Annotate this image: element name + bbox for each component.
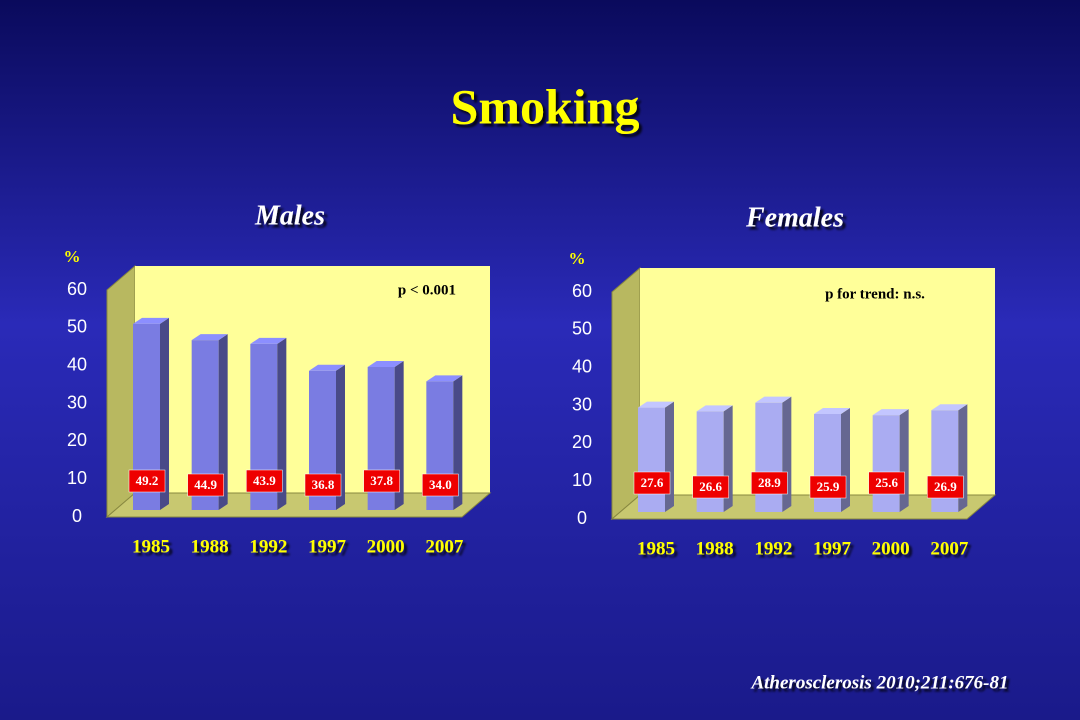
bar-side [782, 396, 792, 512]
bar [638, 401, 674, 512]
x-tick-label: 2000 [367, 536, 405, 557]
y-axis-label: % [64, 247, 81, 266]
citation: Atherosclerosis 2010;211:676-81 [750, 672, 1008, 693]
bar-top [696, 405, 733, 412]
y-tick-label: 60 [67, 279, 87, 299]
bar-top [309, 364, 345, 371]
value-label-box [363, 469, 400, 493]
y-tick-label: 10 [67, 468, 87, 488]
value-label: 43.9 [253, 473, 276, 488]
bar-front [638, 407, 665, 512]
bar-top [814, 408, 850, 415]
bar-side [160, 317, 169, 510]
y-tick-label: 40 [67, 354, 87, 374]
value-label-box [868, 471, 905, 495]
x-tick-label: 1988 [191, 536, 229, 557]
x-tick-label: 1997 [813, 538, 852, 559]
value-label: 27.6 [641, 475, 664, 490]
bar-top [250, 337, 287, 344]
x-tick-label: 1997 [308, 536, 347, 557]
value-label: 28.9 [758, 475, 781, 490]
y-tick-label: 60 [572, 281, 592, 301]
value-label: 36.8 [312, 477, 335, 492]
value-label-box [187, 473, 224, 497]
x-tick-label: 2007 [425, 536, 464, 557]
x-tick-label: 1992 [754, 538, 792, 559]
value-label-box [751, 471, 788, 495]
annotation: p < 0.001 [398, 282, 456, 298]
x-tick-label: 1992 [249, 536, 287, 557]
bar-top [367, 360, 404, 367]
bar-side [218, 334, 228, 510]
y-tick-label: 20 [67, 430, 87, 450]
y-axis-label: % [569, 249, 586, 268]
slide-title: Smoking [451, 78, 640, 134]
bar-top [426, 375, 463, 382]
x-tick-label: 1985 [132, 536, 170, 557]
chart-title: Females [745, 202, 844, 233]
value-label-box [692, 475, 729, 499]
value-label: 25.6 [875, 475, 898, 490]
value-label-box [128, 469, 166, 493]
x-tick-label: 2007 [930, 538, 969, 559]
chart-title: Males [254, 200, 325, 231]
bar-top [133, 317, 169, 324]
x-tick-label: 1985 [637, 538, 675, 559]
bar-top [638, 401, 674, 408]
bar-top [872, 409, 909, 416]
y-tick-label: 0 [72, 506, 82, 526]
y-tick-label: 30 [572, 394, 592, 414]
bar-top [191, 334, 228, 341]
y-tick-label: 50 [67, 317, 87, 337]
bar-top [931, 404, 968, 411]
bar-top [755, 396, 792, 403]
value-label-box [809, 475, 847, 499]
value-label: 26.6 [699, 479, 722, 494]
bar-front [872, 415, 900, 512]
value-label: 34.0 [429, 477, 452, 492]
bar-side [336, 364, 345, 510]
bar-side [277, 337, 287, 510]
value-label-box [246, 469, 283, 493]
y-tick-label: 0 [577, 508, 587, 528]
value-label: 25.9 [817, 479, 840, 494]
value-label-box [927, 475, 964, 499]
y-tick-label: 40 [572, 356, 592, 376]
value-label-box [304, 473, 342, 497]
bar-side [899, 409, 909, 512]
bar-side [665, 401, 674, 512]
value-label: 49.2 [136, 473, 159, 488]
bar [755, 396, 792, 512]
bar [872, 409, 909, 512]
annotation: p for trend: n.s. [825, 286, 925, 302]
bar-front [755, 402, 783, 512]
y-tick-label: 20 [572, 432, 592, 452]
x-tick-label: 1988 [696, 538, 734, 559]
value-label: 26.9 [934, 479, 957, 494]
value-label: 44.9 [194, 477, 217, 492]
y-tick-label: 30 [67, 392, 87, 412]
value-label-box [422, 473, 459, 497]
y-tick-label: 10 [572, 470, 592, 490]
value-label-box [633, 471, 671, 495]
x-tick-label: 2000 [872, 538, 910, 559]
y-tick-label: 50 [572, 319, 592, 339]
value-label: 37.8 [370, 473, 393, 488]
